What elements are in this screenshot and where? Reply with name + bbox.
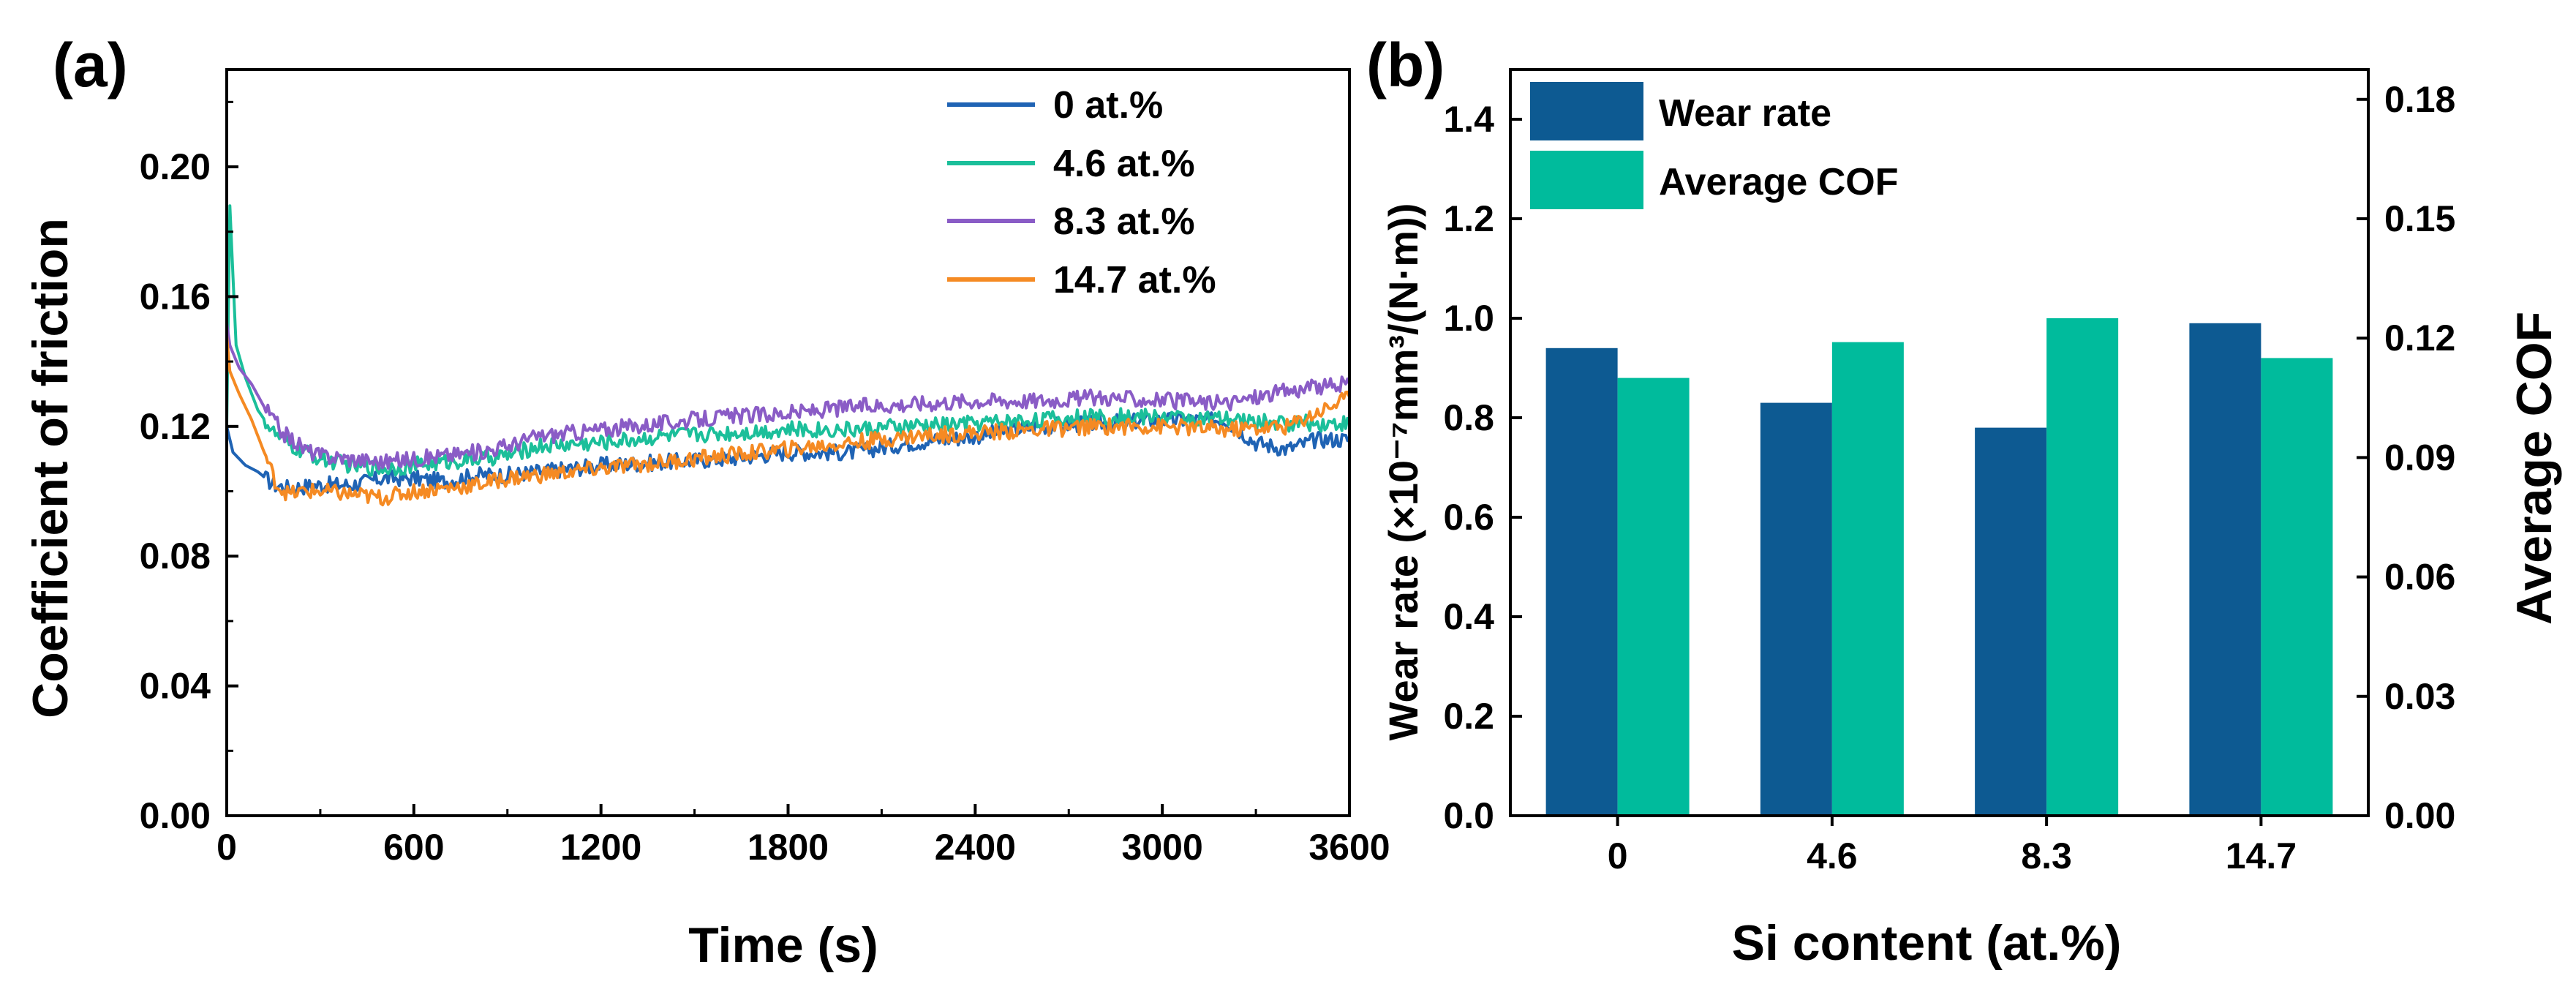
x-tick-label: 3600	[1308, 827, 1390, 868]
si-x-axis-title: Si content (at.%)	[1732, 915, 2122, 971]
average-cof-bar	[2261, 358, 2333, 816]
cof-y2-axis-title: Average COF	[2507, 312, 2562, 625]
y2-tick-label: 0.15	[2384, 198, 2455, 239]
y2-tick-label: 0.06	[2384, 557, 2455, 598]
y-tick-label: 0.0	[1443, 795, 1494, 836]
y-tick-label: 0.4	[1443, 596, 1494, 637]
y-tick-label: 1.0	[1443, 298, 1494, 339]
wear-rate-bar	[2189, 323, 2261, 816]
wear-y-axis-title: Wear rate (×10⁻⁷mm³/(N·m))	[1380, 203, 1426, 741]
x-tick-label: 14.7	[2226, 835, 2297, 876]
y-tick-label: 0.04	[140, 666, 211, 707]
y-tick-label: 1.2	[1443, 198, 1494, 239]
x-tick-label: 600	[383, 827, 444, 868]
legend-label-0: 0 at.%	[1053, 84, 1163, 127]
cof-y2-tick-labels: 0.00 0.03 0.06 0.09 0.12 0.15 0.18	[2357, 79, 2455, 836]
y-tick-label: 0.2	[1443, 696, 1494, 737]
y-tick-label: 0.16	[140, 276, 211, 317]
time-x-axis-title: Time (s)	[688, 917, 878, 973]
plot-frame-b	[1509, 68, 2370, 817]
legend-label-wear: Wear rate	[1659, 92, 1831, 135]
y2-tick-label: 0.09	[2384, 437, 2455, 478]
legend-label-1: 4.6 at.%	[1053, 143, 1195, 185]
y-tick-label: 0.6	[1443, 497, 1494, 538]
x-tick-label: 8.3	[2021, 835, 2072, 876]
wear-bar-plot	[1509, 68, 2370, 817]
y2-tick-label: 0.00	[2384, 795, 2455, 836]
series-line-3	[225, 335, 1351, 507]
y2-tick-label: 0.12	[2384, 318, 2455, 358]
legend-swatch-cof	[1530, 151, 1643, 209]
y-tick-label: 1.4	[1443, 99, 1494, 140]
average-cof-bar	[2046, 318, 2119, 816]
x-tick-label: 0	[1608, 835, 1628, 876]
panel-b-label: (b)	[1366, 31, 1445, 99]
y-tick-label: 0.00	[140, 795, 211, 836]
average-cof-bar	[1617, 377, 1690, 816]
legend-label-2: 8.3 at.%	[1053, 200, 1195, 243]
time-x-tick-labels: 0 600 1200 1800 2400 3000 3600	[216, 804, 1390, 868]
x-tick-label: 1800	[747, 827, 829, 868]
x-tick-label: 1200	[560, 827, 641, 868]
wear-rate-bar	[1975, 427, 2047, 816]
legend-label-3: 14.7 at.%	[1053, 259, 1216, 301]
wear-rate-bar	[1760, 402, 1832, 816]
si-x-tick-labels: 0 4.6 8.3 14.7	[1608, 816, 2297, 876]
x-tick-label: 2400	[935, 827, 1016, 868]
y2-tick-label: 0.03	[2384, 676, 2455, 717]
average-cof-bar	[1831, 342, 1904, 816]
legend-swatch-wear	[1530, 82, 1643, 140]
x-tick-label: 0	[216, 827, 237, 868]
legend-label-cof: Average COF	[1659, 161, 1899, 203]
cof-y-axis-title: Coefficient of friction	[23, 218, 78, 718]
y2-tick-label: 0.18	[2384, 79, 2455, 120]
y-tick-label: 0.8	[1443, 397, 1494, 438]
cof-y-tick-labels: 0.00 0.04 0.08 0.12 0.16 0.20	[140, 100, 238, 836]
panel-b: (b) 0.00.20.40.60.81.01.21.4 0.000.030.0…	[1366, 31, 2562, 971]
y-tick-label: 0.08	[140, 536, 211, 576]
y-tick-label: 0.20	[140, 146, 211, 187]
x-tick-label: 3000	[1122, 827, 1203, 868]
y-tick-label: 0.12	[140, 406, 211, 447]
series-line-2	[225, 322, 1351, 471]
x-tick-label: 4.6	[1807, 835, 1858, 876]
bar-legend: Wear rate Average COF	[1530, 82, 1899, 209]
panel-a-label: (a)	[53, 31, 128, 99]
wear-y-tick-labels: 0.0 0.2 0.4 0.6 0.8 1.0 1.2 1.4	[1443, 99, 1522, 836]
series-line-1	[225, 204, 1351, 477]
wear-rate-bar	[1545, 348, 1618, 816]
cof-legend: 0 at.% 4.6 at.% 8.3 at.% 14.7 at.%	[947, 84, 1216, 301]
panel-a: (a) 0.00 0.04 0.08 0.12 0.16 0.20 0 600 1200 180…	[23, 31, 1390, 973]
